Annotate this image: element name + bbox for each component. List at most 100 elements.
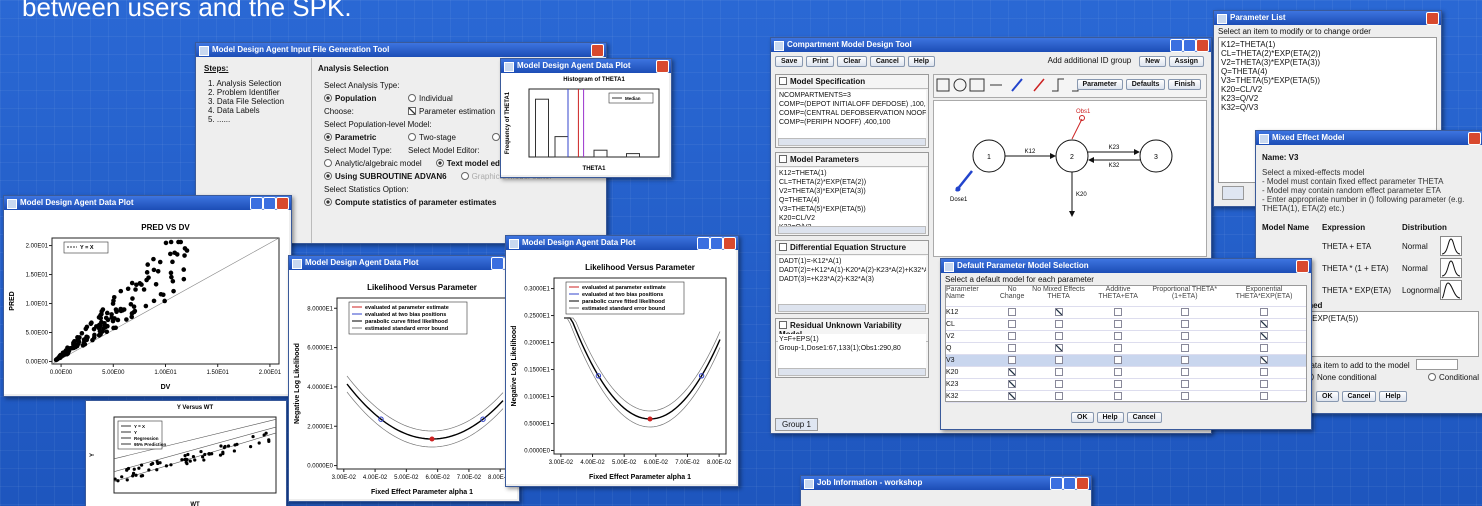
button[interactable]: Help: [1097, 412, 1124, 423]
checkbox[interactable]: [1114, 380, 1122, 388]
checkbox[interactable]: [1114, 392, 1122, 400]
checkbox[interactable]: [1055, 368, 1063, 376]
button[interactable]: Finish: [1168, 79, 1201, 90]
button[interactable]: Help: [908, 56, 935, 67]
option[interactable]: Parametric: [324, 133, 394, 146]
checkbox[interactable]: [1181, 356, 1189, 364]
button[interactable]: Cancel: [870, 56, 905, 67]
checkbox[interactable]: [1260, 320, 1268, 328]
checkbox[interactable]: [779, 243, 787, 251]
checkbox[interactable]: [1055, 320, 1063, 328]
checkbox[interactable]: [1114, 344, 1122, 352]
maximize-button[interactable]: [491, 257, 504, 270]
button[interactable]: New: [1139, 56, 1165, 67]
checkbox[interactable]: [1260, 392, 1268, 400]
checkbox[interactable]: [1055, 380, 1063, 388]
button[interactable]: Help: [1379, 391, 1406, 402]
checkbox[interactable]: [1055, 356, 1063, 364]
close-button[interactable]: [1296, 260, 1309, 273]
maximize-button[interactable]: [1063, 477, 1076, 490]
section-title: Model Specification: [790, 77, 865, 86]
checkbox[interactable]: [1181, 368, 1189, 376]
close-button[interactable]: [656, 60, 669, 73]
button[interactable]: Clear: [837, 56, 867, 67]
checkbox[interactable]: [1260, 380, 1268, 388]
button[interactable]: Print: [806, 56, 834, 67]
estimate-point: [648, 417, 653, 422]
option[interactable]: Using SUBROUTINE ADVAN6: [324, 172, 447, 185]
checkbox[interactable]: [1008, 332, 1016, 340]
maximize-button[interactable]: [1183, 39, 1196, 52]
option[interactable]: Conditional: [1428, 373, 1479, 382]
minimize-button[interactable]: [697, 237, 710, 250]
dropdown[interactable]: [1416, 359, 1458, 370]
button[interactable]: OK: [1316, 391, 1339, 402]
checkbox[interactable]: [1008, 392, 1016, 400]
checkbox[interactable]: [1008, 368, 1016, 376]
button[interactable]: Cancel: [1127, 412, 1162, 423]
minimize-button[interactable]: [1170, 39, 1183, 52]
checkbox[interactable]: [1008, 344, 1016, 352]
checkbox[interactable]: [1181, 320, 1189, 328]
checkbox[interactable]: [1008, 356, 1016, 364]
legend: Y = XYRegression95% Prediction: [118, 421, 167, 449]
checkbox[interactable]: [1055, 332, 1063, 340]
minimize-button[interactable]: [1050, 477, 1063, 490]
option[interactable]: Parameter estimation: [408, 107, 495, 120]
checkbox[interactable]: [1055, 344, 1063, 352]
option[interactable]: Analytic/algebraic model: [324, 159, 422, 172]
checkbox[interactable]: [1181, 380, 1189, 388]
close-button[interactable]: [1426, 12, 1439, 25]
checkbox[interactable]: [1008, 380, 1016, 388]
option-text: Select Model Editor:: [408, 146, 480, 155]
button[interactable]: Cancel: [1342, 391, 1377, 402]
checkbox[interactable]: [1114, 356, 1122, 364]
checkbox[interactable]: [1260, 344, 1268, 352]
checkbox[interactable]: [779, 77, 787, 85]
checkbox[interactable]: [1114, 320, 1122, 328]
checkbox[interactable]: [779, 155, 787, 163]
option[interactable]: Population: [324, 94, 394, 107]
button[interactable]: Save: [775, 56, 803, 67]
option[interactable]: Compute statistics of parameter estimate…: [324, 198, 496, 211]
edge-label: K32: [1109, 163, 1120, 169]
scrollbar: [778, 138, 926, 146]
checkbox[interactable]: [1114, 368, 1122, 376]
close-button[interactable]: [591, 44, 604, 57]
minimize-button[interactable]: [250, 197, 263, 210]
close-button[interactable]: [1076, 477, 1089, 490]
maximize-button[interactable]: [710, 237, 723, 250]
option[interactable]: Individual: [408, 94, 478, 107]
checkbox[interactable]: [1181, 308, 1189, 316]
close-button[interactable]: [1468, 132, 1481, 145]
checkbox[interactable]: [1055, 308, 1063, 316]
checkbox[interactable]: [1055, 392, 1063, 400]
close-button[interactable]: [276, 197, 289, 210]
checkbox[interactable]: [1181, 332, 1189, 340]
close-button[interactable]: [1196, 39, 1209, 52]
checkbox[interactable]: [1008, 308, 1016, 316]
maximize-button[interactable]: [263, 197, 276, 210]
checkbox[interactable]: [1008, 320, 1016, 328]
checkbox[interactable]: [1260, 332, 1268, 340]
checkbox[interactable]: [779, 321, 787, 329]
point: [180, 458, 183, 461]
button[interactable]: Parameter: [1077, 79, 1123, 90]
button[interactable]: Assign: [1169, 56, 1204, 67]
checkbox[interactable]: [1260, 356, 1268, 364]
button[interactable]: Defaults: [1126, 79, 1166, 90]
checkbox[interactable]: [1260, 368, 1268, 376]
group-tab[interactable]: Group 1: [775, 418, 818, 431]
checkbox[interactable]: [1260, 308, 1268, 316]
close-button[interactable]: [723, 237, 736, 250]
option[interactable]: None conditional: [1306, 373, 1377, 382]
checkbox[interactable]: [1114, 332, 1122, 340]
button[interactable]: OK: [1071, 412, 1094, 423]
checkbox[interactable]: [1181, 344, 1189, 352]
option[interactable]: Two-stage: [408, 133, 478, 146]
checkbox[interactable]: [1114, 308, 1122, 316]
up-button[interactable]: [1222, 186, 1244, 200]
defined-value: *EXP(ETA(5)): [1309, 314, 1358, 323]
point: [133, 309, 138, 314]
checkbox[interactable]: [1181, 392, 1189, 400]
